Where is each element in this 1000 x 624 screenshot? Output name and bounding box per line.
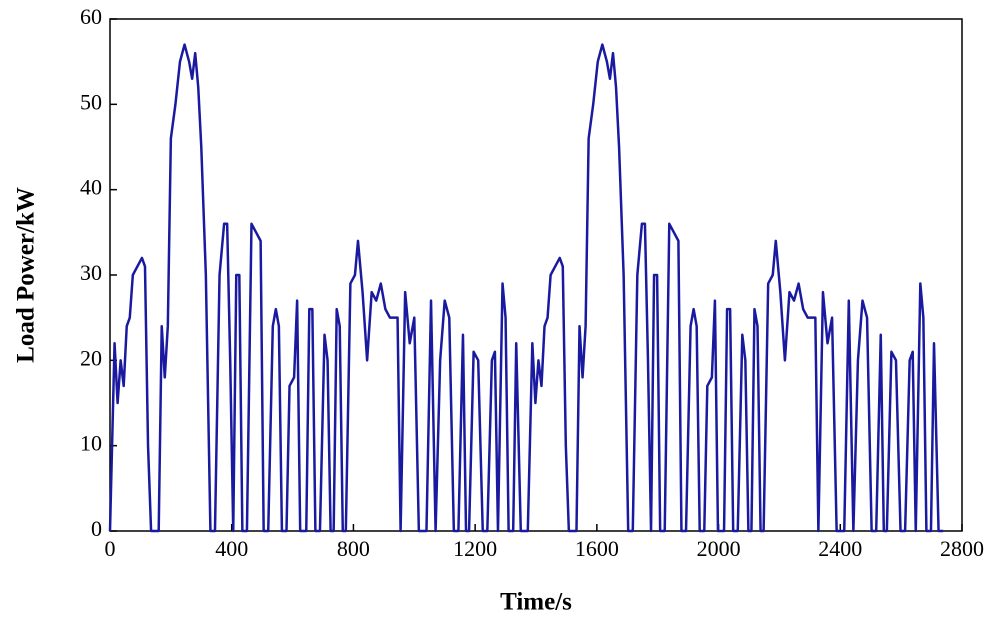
- y-tick-label: 10: [80, 431, 102, 456]
- y-tick-label: 20: [80, 345, 102, 370]
- x-tick-label: 2800: [940, 536, 984, 561]
- x-tick-label: 1600: [575, 536, 619, 561]
- y-tick-label: 40: [80, 175, 102, 200]
- line: [108, 43, 944, 533]
- x-tick-label: 800: [337, 536, 370, 561]
- x-tick-label: 2400: [818, 536, 862, 561]
- x-tick-label: 2000: [697, 536, 741, 561]
- y-axis-title: Load Power/kW: [13, 187, 40, 363]
- x-tick-label: 0: [105, 536, 116, 561]
- y-tick-label: 30: [80, 260, 102, 285]
- y-tick-label: 50: [80, 89, 102, 114]
- x-axis-title: Time/s: [500, 589, 572, 616]
- x-tick-label: 400: [215, 536, 248, 561]
- y-tick-label: 0: [91, 516, 102, 541]
- y-tick-label: 60: [80, 4, 102, 29]
- x-tick-label: 1200: [453, 536, 497, 561]
